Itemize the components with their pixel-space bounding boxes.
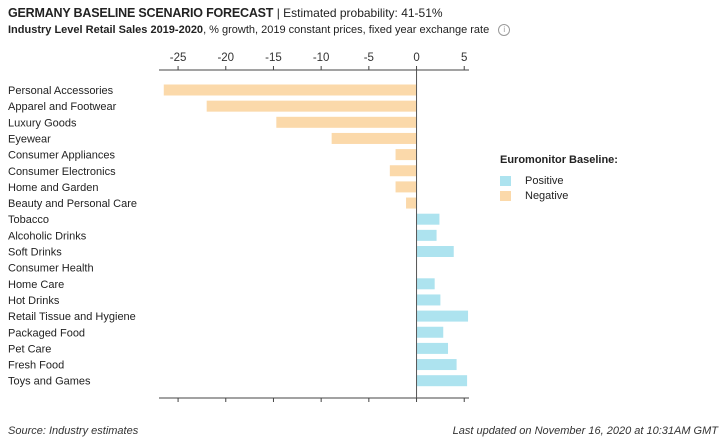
subtitle-bold: Industry Level Retail Sales 2019-2020 <box>8 24 204 36</box>
legend-title: Euromonitor Baseline: <box>500 154 618 166</box>
bar <box>416 359 457 371</box>
info-icon[interactable]: i <box>498 24 511 37</box>
category-label: Beauty and Personal Care <box>8 198 137 210</box>
bar <box>416 342 449 354</box>
bar <box>416 326 444 338</box>
source-note: Source: Industry estimates <box>8 425 139 437</box>
probability-text: Estimated probability: 41-51% <box>283 6 443 20</box>
category-label: Luxury Goods <box>8 117 77 129</box>
last-updated: Last updated on November 16, 2020 at 10:… <box>452 425 718 437</box>
legend-item-positive: Positive <box>500 174 618 187</box>
title-text: GERMANY BASELINE SCENARIO FORECAST <box>8 6 274 20</box>
bar <box>331 132 417 144</box>
category-label: Apparel and Footwear <box>8 101 117 113</box>
category-label: Pet Care <box>8 343 51 355</box>
title-separator: | <box>276 6 284 20</box>
category-label: Eyewear <box>8 133 51 145</box>
bar <box>389 165 417 177</box>
x-tick-label: -10 <box>313 52 330 64</box>
bar <box>416 213 440 225</box>
bar <box>206 100 417 112</box>
legend-label-positive: Positive <box>525 174 564 187</box>
x-tick-label: 0 <box>413 52 419 64</box>
category-label: Alcoholic Drinks <box>8 230 87 242</box>
bar <box>416 246 454 257</box>
bar <box>416 375 468 387</box>
chart-title: GERMANY BASELINE SCENARIO FORECAST | Est… <box>8 6 443 20</box>
bar <box>416 310 469 322</box>
x-tick-label: 5 <box>461 52 467 64</box>
legend-item-negative: Negative <box>500 189 618 202</box>
legend-label-negative: Negative <box>525 189 569 202</box>
x-tick-label: -20 <box>217 52 234 64</box>
category-label: Packaged Food <box>8 327 85 339</box>
category-label: Tobacco <box>8 214 49 226</box>
bar <box>416 278 435 290</box>
legend-swatch-negative <box>500 190 511 201</box>
category-label: Personal Accessories <box>8 85 114 97</box>
bar <box>416 294 441 306</box>
category-label: Consumer Appliances <box>8 150 116 162</box>
bar <box>416 229 437 241</box>
bar <box>395 149 417 161</box>
bar <box>395 181 417 193</box>
category-label: Home Care <box>8 279 64 291</box>
x-tick-label: -25 <box>170 52 187 64</box>
chart-subtitle: Industry Level Retail Sales 2019-2020, %… <box>8 24 511 37</box>
category-label: Retail Tissue and Hygiene <box>8 311 136 323</box>
x-tick-label: -5 <box>364 52 374 64</box>
subtitle-rest: , % growth, 2019 constant prices, fixed … <box>203 24 490 36</box>
category-label: Soft Drinks <box>8 247 62 259</box>
x-tick-label: -15 <box>265 52 282 64</box>
category-label: Toys and Games <box>8 376 91 388</box>
bar <box>276 116 417 128</box>
category-label: Consumer Health <box>8 263 94 275</box>
category-label: Consumer Electronics <box>8 166 116 178</box>
category-label: Hot Drinks <box>8 295 60 307</box>
bar <box>406 197 417 209</box>
bar <box>163 84 417 96</box>
legend-swatch-positive <box>500 175 511 186</box>
category-label: Home and Garden <box>8 182 99 194</box>
legend: Euromonitor Baseline: Positive Negative <box>500 154 618 205</box>
category-label: Fresh Food <box>8 360 64 372</box>
